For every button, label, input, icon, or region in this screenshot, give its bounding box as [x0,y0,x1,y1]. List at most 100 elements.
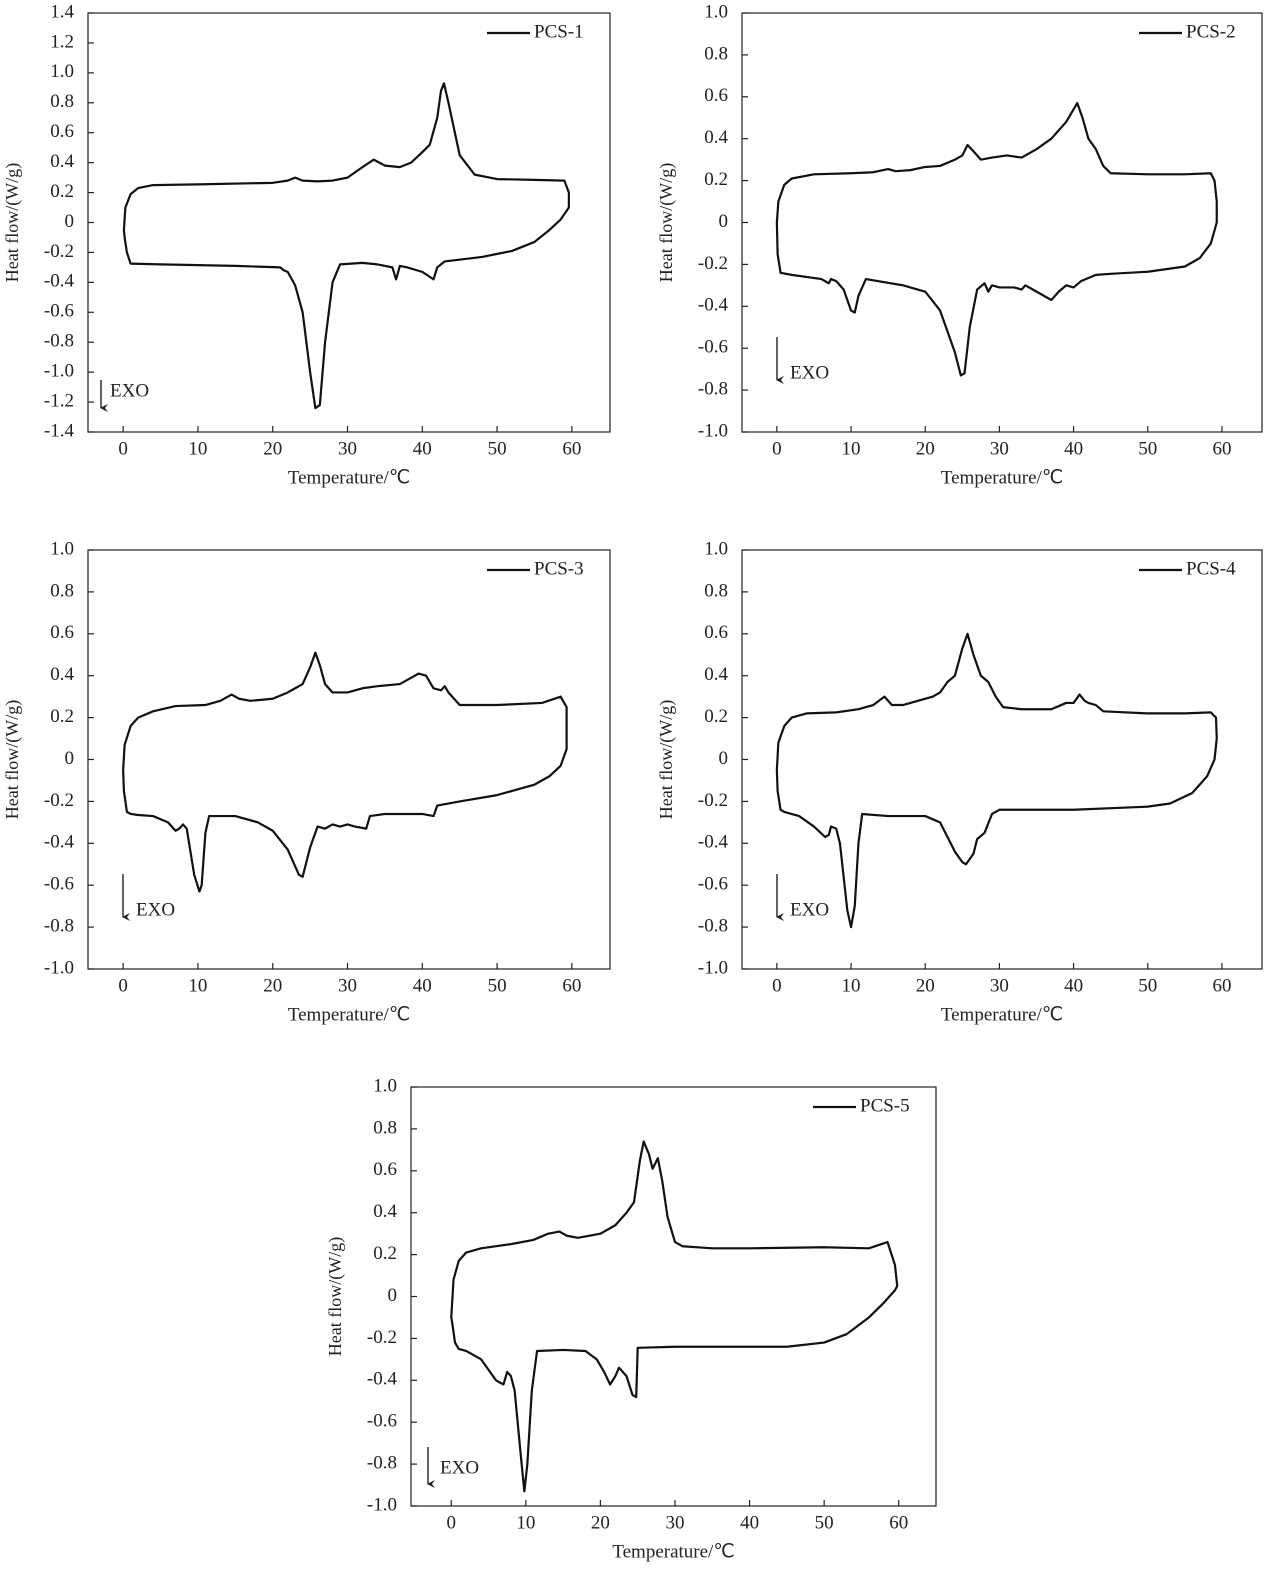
y-tick-label: -0.6 [44,301,74,322]
y-tick-label: 0.4 [373,1201,397,1222]
x-tick-label: 10 [188,438,207,459]
x-tick-label: 30 [338,975,357,996]
y-tick-label: -0.4 [44,832,75,853]
x-tick-label: 0 [772,438,782,459]
y-tick-label: 0.6 [50,121,74,142]
y-tick-label: 0 [388,1285,398,1306]
y-tick-label: 0.6 [704,85,728,106]
y-tick-label: -1.4 [44,420,75,441]
y-tick-label: 0.8 [704,580,728,601]
x-tick-label: 30 [665,1512,684,1533]
annotation: EXO [790,362,829,383]
subplot: 1.0 0.8 0.6 0.4 0.2 0 -0.2 -0.4 -0.6 -0.8 -1.0 0 10 2… [656,1,1263,488]
y-tick-label: -1.2 [44,390,74,411]
y-tick-label: 0.6 [373,1159,397,1180]
y-tick-label: -1.0 [367,1494,397,1515]
plot-frame [87,12,611,433]
y-tick-label: -0.6 [698,337,728,358]
y-tick-label: -0.8 [367,1452,397,1473]
y-tick-label: 0.6 [704,622,728,643]
legend-label: PCS-2 [1186,21,1236,42]
y-tick-label: 0.8 [373,1117,397,1138]
y-tick-label: -0.2 [367,1327,397,1348]
y-tick-label: 1.4 [50,1,74,22]
y-axis-label: Heat flow/(W/g) [656,163,677,282]
y-tick-label: 0.4 [704,127,728,148]
x-tick-label: 50 [1138,438,1157,459]
x-tick-label: 50 [488,438,507,459]
y-tick-label: -0.8 [698,378,728,399]
x-tick-label: 60 [1212,438,1231,459]
x-tick-label: 50 [815,1512,834,1533]
x-tick-label: 40 [1064,975,1083,996]
y-tick-label: 0.8 [50,580,74,601]
annotation: EXO [790,899,829,920]
y-axis-label: Heat flow/(W/g) [2,163,23,282]
series-line [775,632,1218,929]
x-tick-label: 60 [1212,975,1231,996]
subplot: 1.4 1.2 1.0 0.8 0.6 0.4 0.2 0 -0.2 -0.4 -0.6 -0.8 -1… [2,1,611,488]
x-tick-label: 40 [413,438,432,459]
x-axis-label: Temperature/℃ [612,1541,734,1562]
y-tick-label: 1.0 [704,538,728,559]
y-tick-label: -0.8 [698,915,728,936]
y-tick-label: 0 [65,211,75,232]
x-tick-label: 20 [916,438,935,459]
y-tick-label: -0.6 [367,1411,397,1432]
y-axis-label: Heat flow/(W/g) [2,700,23,819]
annotation: EXO [136,899,175,920]
y-tick-label: -0.8 [44,331,74,352]
legend-label: PCS-5 [860,1095,910,1116]
x-tick-label: 10 [842,438,861,459]
x-tick-label: 30 [990,438,1009,459]
x-tick-label: 20 [263,438,282,459]
y-tick-label: 0.2 [50,181,74,202]
y-axis-label: Heat flow/(W/g) [325,1237,346,1356]
y-tick-label: -0.4 [698,832,729,853]
subplot: 1.0 0.8 0.6 0.4 0.2 0 -0.2 -0.4 -0.6 -0.8 -1.0 0 10 2… [656,538,1263,1025]
subplot: 1.0 0.8 0.6 0.4 0.2 0 -0.2 -0.4 -0.6 -0.8 -1.0 0 10 2… [2,538,611,1025]
x-tick-label: 30 [990,975,1009,996]
y-tick-label: -0.4 [44,271,75,292]
y-tick-label: -0.4 [367,1369,398,1390]
y-tick-label: 0.4 [50,151,74,172]
x-tick-label: 60 [562,975,581,996]
x-tick-label: 10 [188,975,207,996]
y-tick-label: -0.2 [44,241,74,262]
y-tick-label: 0.4 [704,664,728,685]
y-tick-label: 0 [719,211,729,232]
annotation: EXO [440,1457,479,1478]
y-tick-label: 1.2 [50,31,74,52]
y-tick-label: 1.0 [704,1,728,22]
y-tick-label: -0.2 [44,790,74,811]
x-tick-label: 20 [263,975,282,996]
series-line [450,1140,899,1493]
y-tick-label: 0.2 [373,1243,397,1264]
y-tick-label: -1.0 [44,957,74,978]
legend-label: PCS-1 [534,21,584,42]
y-tick-label: -1.0 [698,420,728,441]
x-axis-label: Temperature/℃ [941,467,1063,488]
y-tick-label: -0.6 [698,874,728,895]
x-tick-label: 60 [562,438,581,459]
x-tick-label: 10 [842,975,861,996]
x-axis-label: Temperature/℃ [941,1004,1063,1025]
subplot: 1.0 0.8 0.6 0.4 0.2 0 -0.2 -0.4 -0.6 -0.8 -1.0 0 10 2… [325,1075,937,1562]
x-tick-label: 60 [889,1512,908,1533]
y-tick-label: 0.4 [50,664,74,685]
x-tick-label: 40 [413,975,432,996]
x-axis-label: Temperature/℃ [288,1004,410,1025]
y-tick-label: 0.2 [704,706,728,727]
x-axis-label: Temperature/℃ [288,467,410,488]
y-tick-label: 1.0 [373,1075,397,1096]
y-tick-label: -1.0 [44,361,74,382]
x-tick-label: 0 [447,1512,457,1533]
y-tick-label: 0 [719,748,729,769]
y-tick-label: -0.4 [698,295,729,316]
y-tick-label: 0.2 [50,706,74,727]
y-tick-label: 0 [65,748,75,769]
x-tick-label: 0 [118,438,128,459]
series-line [775,101,1218,377]
y-tick-label: 1.0 [50,538,74,559]
